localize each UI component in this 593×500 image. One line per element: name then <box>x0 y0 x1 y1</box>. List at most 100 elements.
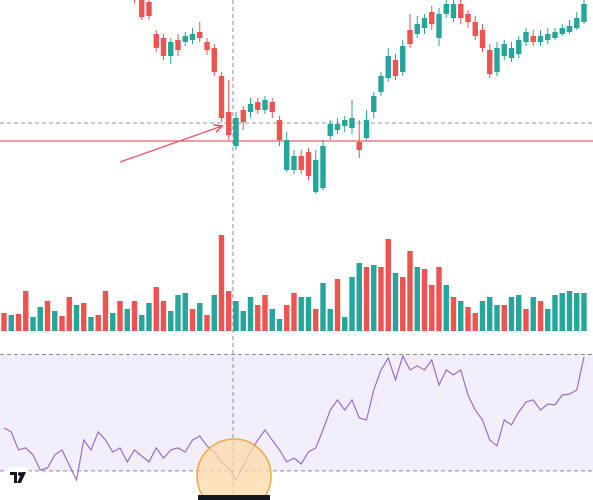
volume-bar <box>429 285 435 331</box>
candle-body <box>392 60 399 76</box>
volume-bar <box>247 297 254 331</box>
volume-bar <box>523 309 529 331</box>
volume-bar <box>211 295 217 331</box>
volume-bar <box>8 315 14 331</box>
candle-body <box>305 152 312 176</box>
volume-bar <box>30 317 36 331</box>
volume-bar <box>117 301 123 331</box>
candle-body <box>479 30 486 48</box>
candle-body <box>523 32 529 42</box>
candle-body <box>153 34 159 48</box>
volume-bar <box>516 295 522 331</box>
volume-bar <box>59 316 65 331</box>
candle-body <box>494 48 500 72</box>
volume-bar <box>23 291 29 331</box>
volume-bar <box>66 297 72 331</box>
candle-body <box>269 102 275 112</box>
volume-bar <box>494 305 500 331</box>
candle-body <box>291 156 297 170</box>
candle-body <box>450 4 457 18</box>
volume-bar <box>226 291 232 331</box>
candle-body <box>552 32 558 38</box>
volume-bar <box>378 267 384 331</box>
volume-bar <box>566 291 573 331</box>
volume-bar <box>574 293 580 331</box>
candle-body <box>465 14 471 22</box>
volume-bar <box>233 301 239 331</box>
volume-bar <box>421 269 428 331</box>
candle-body <box>255 102 261 110</box>
volume-bar <box>349 277 355 331</box>
volume-bar <box>88 317 94 331</box>
candle-body <box>574 18 580 28</box>
candle-body <box>545 34 551 40</box>
volume-bar <box>81 303 87 331</box>
candle-body <box>342 120 348 126</box>
candle-body <box>436 14 442 38</box>
volume-bar <box>146 303 152 331</box>
volume-bar <box>160 301 167 331</box>
volume-bar <box>255 305 261 331</box>
candle-body <box>581 4 587 22</box>
volume-bar <box>189 309 196 331</box>
volume-bar <box>131 301 138 331</box>
candle-body <box>472 22 478 36</box>
candle-body <box>356 142 362 150</box>
volume-bar <box>218 235 225 331</box>
volume-bar <box>95 315 101 331</box>
volume-bar <box>291 293 297 331</box>
volume-bar <box>545 309 551 331</box>
volume-bar <box>400 277 406 331</box>
volume-bar <box>414 267 420 331</box>
volume-bar <box>240 311 246 331</box>
candle-body <box>349 118 355 128</box>
candle-body <box>487 50 493 74</box>
candle-body <box>537 36 544 42</box>
volume-bar <box>487 297 493 331</box>
rsi-line <box>3 354 585 482</box>
volume-bar <box>124 309 130 331</box>
candle-body <box>175 40 181 50</box>
volume-bar <box>371 265 377 331</box>
candle-body <box>276 120 283 140</box>
volume-bar <box>552 295 558 331</box>
candle-body <box>429 12 435 24</box>
volume-bar <box>298 297 304 331</box>
candle-body <box>189 34 196 40</box>
candle-body <box>298 156 304 170</box>
candle-body <box>284 140 290 170</box>
volume-bar <box>44 301 51 331</box>
candle-body <box>530 36 536 42</box>
volume-bar <box>313 309 319 331</box>
volume-bar <box>182 293 188 331</box>
volume-bar <box>392 273 399 331</box>
volume-bar <box>537 301 544 331</box>
volume-bar <box>262 295 268 331</box>
volume-bar <box>479 301 486 331</box>
candle-body <box>146 2 152 16</box>
volume-bar <box>305 297 312 331</box>
volume-bar <box>52 311 58 331</box>
candle-body <box>211 48 217 72</box>
candle-body <box>327 124 333 136</box>
candle-body <box>247 104 254 112</box>
candle-body <box>458 4 464 18</box>
volume-bar <box>139 315 145 331</box>
volume-bar <box>15 314 22 331</box>
volume-bar <box>342 317 348 331</box>
plot-area <box>0 0 593 482</box>
volume-bar <box>363 267 370 331</box>
annotation-arrow <box>119 126 222 163</box>
rsi-panel <box>0 354 593 471</box>
candle-body <box>378 76 384 92</box>
candle-body <box>400 46 406 72</box>
volume-bar <box>1 313 7 331</box>
candle-body <box>168 42 174 56</box>
candle-body <box>559 28 565 34</box>
volume-bar <box>407 251 413 331</box>
candle-body <box>240 110 246 122</box>
candle-body <box>443 4 449 14</box>
volume-bar <box>530 297 536 331</box>
volume-bar <box>559 293 565 331</box>
candle-body <box>313 160 319 192</box>
